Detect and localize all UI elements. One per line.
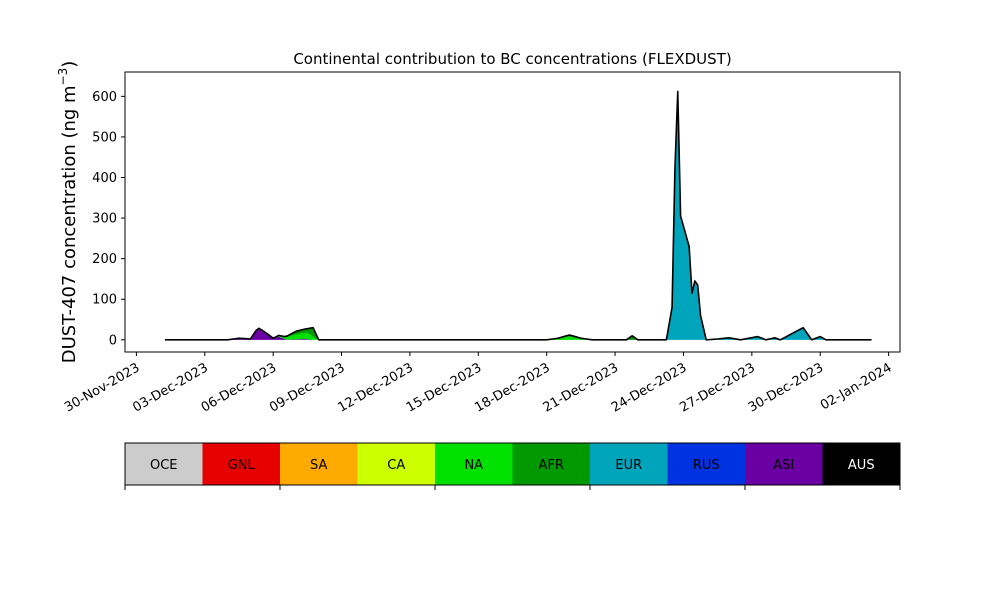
chart-title: Continental contribution to BC concentra… (293, 50, 731, 68)
colorbar-label-afr: AFR (539, 458, 564, 473)
y-tick-label: 100 (92, 293, 117, 308)
x-tick-label: 02-Jan-2024 (818, 360, 895, 413)
y-axis-label-suffix: ) (59, 61, 80, 68)
plot-area: 0 100 200 300 400 500 600 30-Nov-202303-Dec-202… (62, 71, 901, 416)
colorbar-label-asi: ASI (773, 458, 794, 473)
x-tick-label: 09-Dec-2023 (267, 360, 347, 415)
y-axis-label-prefix: DUST-407 concentration (ng m (59, 85, 80, 363)
y-tick-label: 500 (92, 130, 117, 145)
colorbar-frame (124, 442, 901, 486)
y-tick-label: 300 (92, 212, 117, 227)
colorbar-swatch-gnl (202, 443, 281, 485)
colorbar-swatch-eur (590, 443, 668, 485)
y-tick-label: 200 (92, 252, 117, 267)
y-axis-label-sup: −3 (56, 68, 70, 86)
x-tick-label: 03-Dec-2023 (130, 360, 210, 415)
axes-frame (124, 71, 901, 353)
colorbar: OCE GNL SA CA NA AFR EUR RUS ASI AUS (124, 442, 901, 490)
colorbar-swatch-ca (357, 443, 436, 485)
colorbar-label-eur: EUR (615, 458, 642, 473)
colorbar-swatch-oce (125, 443, 203, 485)
colorbar-label-aus: AUS (848, 458, 875, 473)
x-tick-label: 18-Dec-2023 (472, 360, 552, 415)
colorbar-swatch-afr (512, 443, 591, 485)
colorbar-swatch-asi (745, 443, 823, 485)
colorbar-label-oce: OCE (150, 458, 178, 473)
y-axis-label: DUST-407 concentration (ng m−3) (56, 61, 80, 364)
y-tick-label: 0 (109, 333, 117, 348)
colorbar-swatch-aus (822, 443, 901, 485)
colorbar-label-na: NA (464, 458, 483, 473)
y-tick-label: 400 (92, 171, 117, 186)
x-tick-label: 30-Nov-2023 (62, 360, 142, 415)
area-series-asi (164, 328, 872, 340)
area-series-na (164, 328, 872, 340)
colorbar-swatch-sa (280, 443, 358, 485)
colorbar-label-ca: CA (387, 458, 405, 473)
x-tick-label: 15-Dec-2023 (404, 360, 484, 415)
x-tick-label: 30-Dec-2023 (746, 360, 826, 415)
x-tick-label: 27-Dec-2023 (677, 360, 757, 415)
colorbar-label-gnl: GNL (228, 458, 256, 473)
x-tick-label: 12-Dec-2023 (336, 360, 416, 415)
colorbar-swatch-rus (667, 443, 746, 485)
total-concentration-line (164, 90, 872, 341)
x-tick-label: 06-Dec-2023 (199, 360, 279, 415)
y-tick-label: 600 (92, 90, 117, 105)
colorbar-swatch-na (435, 443, 513, 485)
area-series-eur (164, 91, 872, 340)
x-tick-label: 21-Dec-2023 (541, 360, 621, 415)
x-tick-label: 24-Dec-2023 (609, 360, 689, 415)
colorbar-label-sa: SA (310, 458, 327, 473)
colorbar-label-rus: RUS (693, 458, 720, 473)
